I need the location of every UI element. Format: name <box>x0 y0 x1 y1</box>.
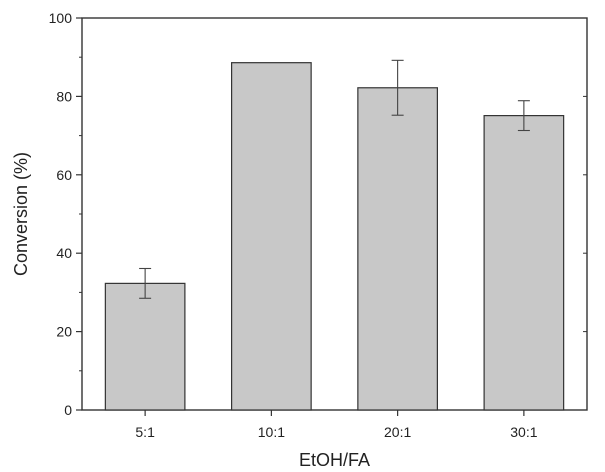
error-bar-3 <box>391 59 404 116</box>
x-tick-label-2: 10:1 <box>258 424 285 440</box>
y-tick-label-40: 40 <box>56 245 72 261</box>
x-tick-label-4: 30:1 <box>510 424 537 440</box>
y-axis-ticks: 0 20 40 60 80 100 <box>49 10 82 418</box>
x-tick-label-1: 5:1 <box>135 424 155 440</box>
bar-1 <box>104 282 186 411</box>
bar-3 <box>357 87 438 411</box>
right-axis-ticks <box>583 95 587 333</box>
y-tick-label-60: 60 <box>56 167 72 183</box>
error-bar-1 <box>139 267 152 299</box>
x-tick-label-3: 20:1 <box>384 424 411 440</box>
bar-2 <box>231 62 312 411</box>
bar-4 <box>483 115 565 411</box>
error-bars <box>139 59 530 299</box>
y-tick-label-0: 0 <box>64 402 72 418</box>
y-tick-label-100: 100 <box>49 10 73 26</box>
x-axis-title: EtOH/FA <box>299 450 370 470</box>
error-bar-4 <box>517 100 530 132</box>
y-axis-title: Conversion (%) <box>11 152 31 276</box>
y-tick-label-20: 20 <box>56 324 72 340</box>
y-tick-label-80: 80 <box>56 88 72 104</box>
bars <box>104 62 565 411</box>
x-axis-ticks: 5:1 10:1 20:1 30:1 <box>135 410 538 440</box>
